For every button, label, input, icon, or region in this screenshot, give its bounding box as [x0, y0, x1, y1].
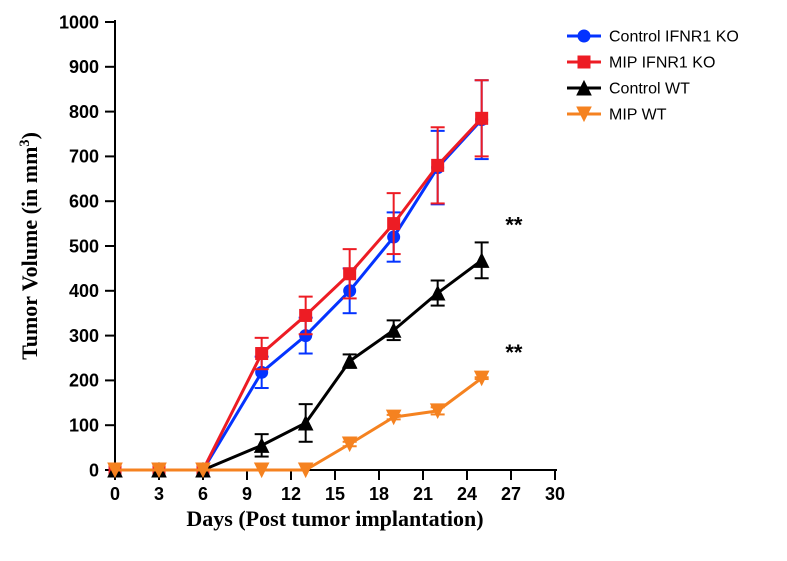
x-tick-label: 21: [413, 484, 433, 504]
marker-square: [344, 268, 356, 280]
marker-square: [432, 159, 444, 171]
x-axis-label: Days (Post tumor implantation): [186, 506, 483, 531]
x-tick-label: 30: [545, 484, 565, 504]
legend-label: Control IFNR1 KO: [609, 29, 739, 46]
y-tick-label: 400: [69, 281, 99, 301]
legend-label: MIP IFNR1 KO: [609, 55, 715, 72]
y-tick-label: 100: [69, 416, 99, 436]
y-axis-label: Tumor Volume (in mm3): [17, 132, 42, 360]
tumor-volume-chart: { "chart": { "type": "line", "width": 78…: [0, 0, 787, 561]
x-tick-label: 3: [154, 484, 164, 504]
y-tick-label: 600: [69, 192, 99, 212]
x-tick-label: 6: [198, 484, 208, 504]
marker-square: [256, 348, 268, 360]
marker-square: [388, 218, 400, 230]
y-tick-label: 1000: [59, 12, 99, 32]
significance-mark: **: [505, 213, 523, 238]
y-tick-label: 200: [69, 371, 99, 391]
legend-label: Control WT: [609, 81, 690, 98]
legend-label: MIP WT: [609, 107, 667, 124]
x-tick-label: 24: [457, 484, 477, 504]
marker-square: [476, 112, 488, 124]
y-tick-label: 700: [69, 147, 99, 167]
x-tick-label: 9: [242, 484, 252, 504]
y-tick-label: 0: [89, 460, 99, 480]
y-tick-label: 800: [69, 102, 99, 122]
x-tick-label: 12: [281, 484, 301, 504]
x-tick-label: 18: [369, 484, 389, 504]
chart-svg: 0369121518212427300100200300400500600700…: [0, 0, 787, 561]
x-tick-label: 0: [110, 484, 120, 504]
y-tick-label: 900: [69, 57, 99, 77]
legend-item-control_wt: Control WT: [567, 81, 690, 98]
x-tick-label: 27: [501, 484, 521, 504]
significance-mark: **: [505, 340, 523, 365]
marker-square: [578, 56, 590, 68]
y-tick-label: 500: [69, 236, 99, 256]
y-tick-label: 300: [69, 326, 99, 346]
marker-square: [300, 309, 312, 321]
marker-circle: [578, 30, 590, 42]
x-tick-label: 15: [325, 484, 345, 504]
